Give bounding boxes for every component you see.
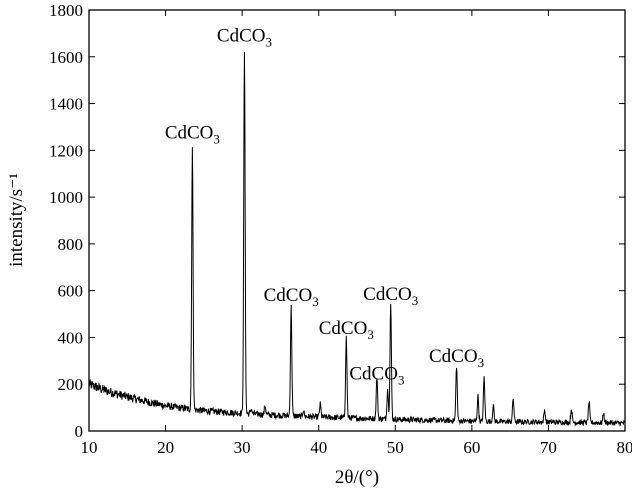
y-tick-label: 400 <box>58 328 84 347</box>
y-tick-label: 800 <box>58 235 84 254</box>
x-tick-label: 40 <box>310 438 327 457</box>
plot-frame <box>88 9 626 432</box>
y-tick-label: 1000 <box>49 188 83 207</box>
y-tick-label: 0 <box>75 422 84 441</box>
x-tick-label: 30 <box>234 438 251 457</box>
y-tick-label: 1200 <box>49 141 83 160</box>
y-tick-label: 1400 <box>49 95 83 114</box>
y-axis-title: intensity/s⁻¹ <box>6 173 27 267</box>
y-tick-label: 1800 <box>49 1 83 20</box>
axis-ticks <box>88 9 626 432</box>
x-tick-label: 50 <box>387 438 404 457</box>
peak-label-3: CdCO3 <box>319 318 374 342</box>
peak-label-5: CdCO3 <box>363 284 418 308</box>
y-tick-label: 200 <box>58 375 84 394</box>
tick-labels: 10 20 30 40 50 60 70 80020040060080010001200140… <box>49 1 632 457</box>
peak-label-0: CdCO3 <box>165 123 220 147</box>
x-tick-label: 70 <box>540 438 557 457</box>
peak-label-2: CdCO3 <box>264 285 319 309</box>
x-tick-label: 10 <box>81 438 98 457</box>
x-axis-title: 2θ/(°) <box>335 467 379 488</box>
peak-label-1: CdCO3 <box>217 26 272 50</box>
y-tick-label: 600 <box>58 282 84 301</box>
peak-label-4: CdCO3 <box>349 364 404 388</box>
x-tick-label: 80 <box>617 438 632 457</box>
xrd-pattern-line <box>88 51 626 427</box>
x-tick-label: 20 <box>157 438 174 457</box>
x-tick-label: 60 <box>463 438 480 457</box>
y-tick-label: 1600 <box>49 48 83 67</box>
peak-label-6: CdCO3 <box>429 346 484 370</box>
